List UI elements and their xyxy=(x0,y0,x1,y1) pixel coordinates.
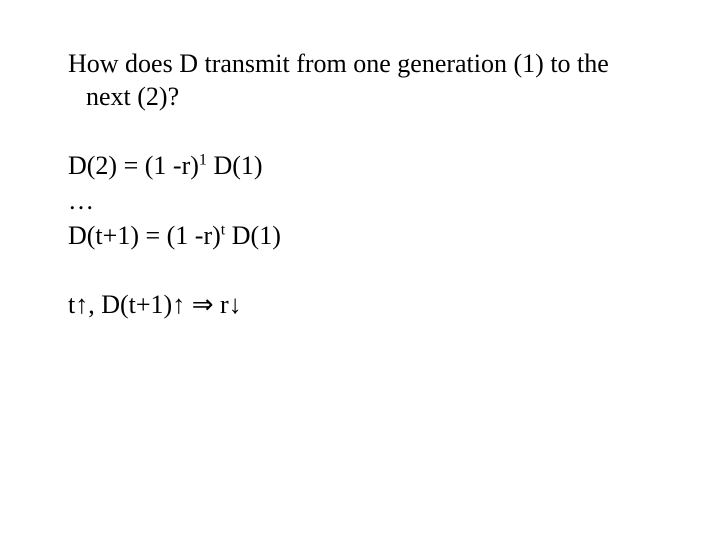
up-arrow-icon: ↑ xyxy=(172,290,185,319)
eq2-pre: D(t+1) = (1 -r) xyxy=(68,221,221,250)
ellipsis: … xyxy=(68,185,660,218)
implies-icon: ⇒ r xyxy=(185,290,228,319)
down-arrow-icon: ↓ xyxy=(229,290,242,319)
final-comma: , D(t+1) xyxy=(88,290,172,319)
spacer-2 xyxy=(68,255,660,289)
spacer-1 xyxy=(68,116,660,150)
equation-2: D(t+1) = (1 -r)t D(1) xyxy=(68,220,660,253)
equation-1: D(2) = (1 -r)1 D(1) xyxy=(68,150,660,183)
eq1-sup: 1 xyxy=(199,151,207,168)
eq1-pre: D(2) = (1 -r) xyxy=(68,151,199,180)
limit-line: t↑, D(t+1)↑ ⇒ r↓ xyxy=(68,289,660,322)
heading: How does D transmit from one generation … xyxy=(68,48,660,113)
eq2-post: D(1) xyxy=(225,221,281,250)
slide: How does D transmit from one generation … xyxy=(0,0,720,540)
up-arrow-icon: ↑ xyxy=(75,290,88,319)
eq1-post: D(1) xyxy=(207,151,263,180)
